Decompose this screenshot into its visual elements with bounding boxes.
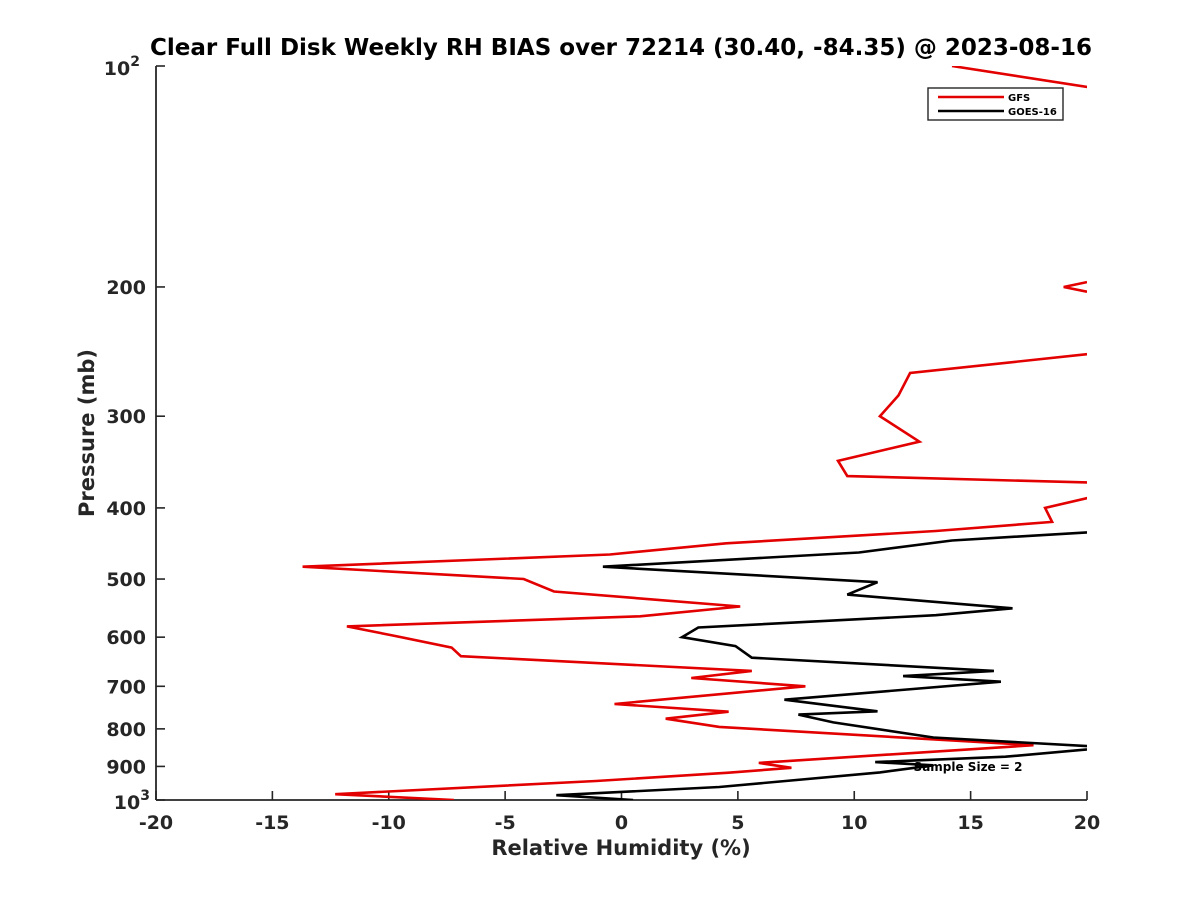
y-tick-label: 700 <box>106 676 146 698</box>
y-tick-label: 600 <box>106 627 146 649</box>
x-tick-label: -15 <box>255 812 289 834</box>
y-tick-label: 500 <box>106 569 146 591</box>
x-axis-ticks: -20 -15 -10 -5 0 5 10 15 20 <box>139 791 1100 834</box>
x-axis-label: Relative Humidity (%) <box>491 836 750 860</box>
y-tick-label: 900 <box>106 756 146 778</box>
series-line-gfs <box>1063 280 1087 293</box>
y-tick-label: 300 <box>106 406 146 428</box>
y-tick-label-bottom: 103 <box>114 788 150 814</box>
series-layer <box>302 66 1087 800</box>
y-axis-ticks: 200 300 400 500 600 700 800 900 <box>106 65 165 801</box>
x-tick-label: 5 <box>731 812 744 834</box>
y-tick-label: 800 <box>106 719 146 741</box>
x-tick-label: -10 <box>372 812 406 834</box>
x-tick-label: 20 <box>1074 812 1100 834</box>
legend-label-gfs: GFS <box>1008 93 1030 104</box>
y-tick-label: 200 <box>106 277 146 299</box>
x-tick-label: 10 <box>841 812 867 834</box>
x-tick-label: 0 <box>615 812 628 834</box>
x-tick-label: -20 <box>139 812 173 834</box>
y-tick-label-top: 102 <box>104 54 140 80</box>
series-line-gfs <box>302 352 1087 800</box>
y-tick-label: 400 <box>106 498 146 520</box>
x-tick-label: 15 <box>957 812 983 834</box>
legend-box <box>927 87 1064 121</box>
chart-title: Clear Full Disk Weekly RH BIAS over 7221… <box>150 35 1092 61</box>
series-line-goes16 <box>556 531 1087 800</box>
series-line-gfs <box>951 66 1087 89</box>
sample-size-annotation: Sample Size = 2 <box>914 760 1023 774</box>
legend: GFS GOES-16 <box>927 87 1064 121</box>
legend-label-goes16: GOES-16 <box>1008 107 1057 118</box>
y-axis-label: Pressure (mb) <box>75 349 99 517</box>
x-tick-label: -5 <box>495 812 516 834</box>
